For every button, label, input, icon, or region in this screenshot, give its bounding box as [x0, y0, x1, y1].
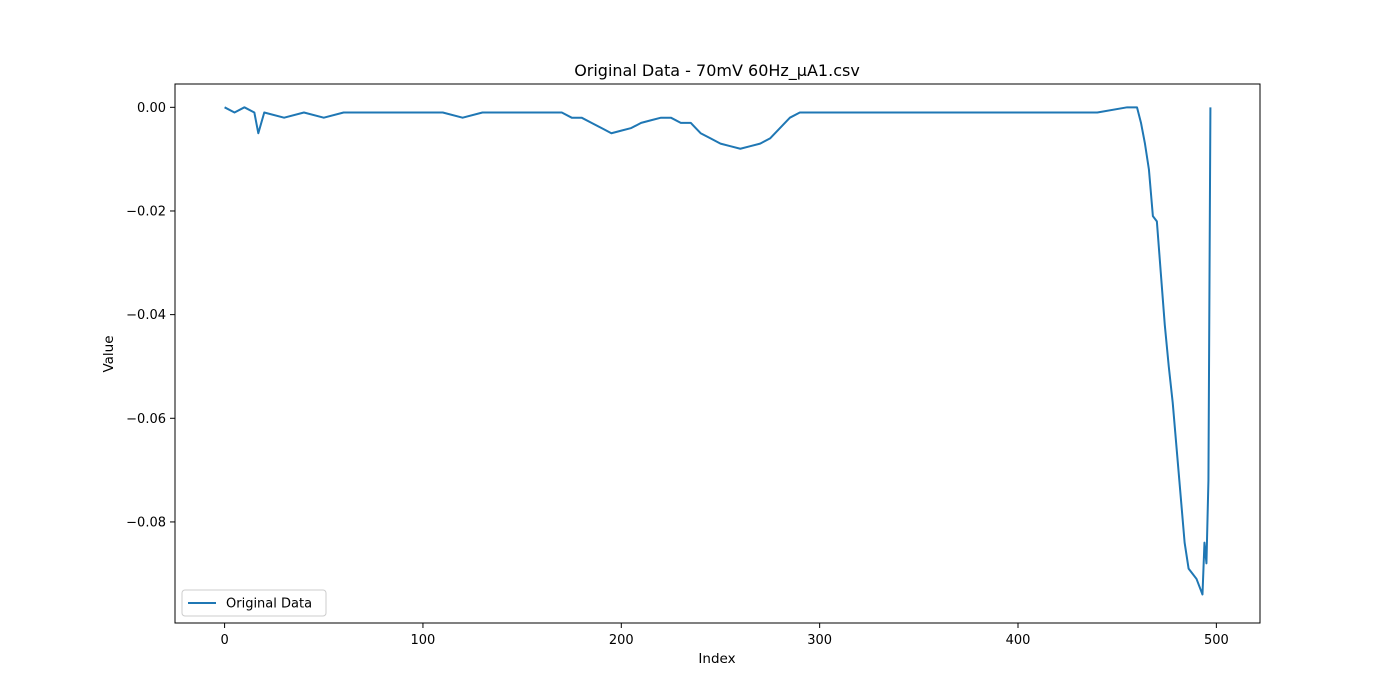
x-tick-label: 200	[609, 633, 634, 648]
y-tick-label: −0.06	[126, 412, 166, 427]
x-tick-label: 300	[807, 633, 832, 648]
legend-box	[181, 589, 327, 617]
legend-label: Original Data	[226, 597, 312, 612]
x-tick-label: 400	[1006, 633, 1031, 648]
x-axis-label: Index	[698, 651, 735, 667]
chart-title: Original Data - 70mV 60Hz_µA1.csv	[574, 61, 860, 81]
y-tick-label: −0.08	[126, 515, 166, 530]
x-tick-label: 100	[411, 633, 436, 648]
y-tick-label: −0.04	[126, 308, 166, 323]
x-axis-ticks: 0 100 200 300 400 500	[220, 623, 1229, 648]
y-tick-label: 0.00	[137, 101, 166, 116]
x-tick-label: 0	[220, 633, 228, 648]
y-axis-label: Value	[101, 335, 117, 372]
series-line-original-data	[224, 106, 1212, 596]
plot-area	[174, 83, 1261, 624]
y-axis-ticks: 0.00 −0.02 −0.04 −0.06 −0.08	[126, 101, 175, 530]
y-tick-label: −0.02	[126, 204, 166, 219]
legend: Original Data	[181, 589, 327, 617]
x-tick-label: 500	[1204, 633, 1229, 648]
